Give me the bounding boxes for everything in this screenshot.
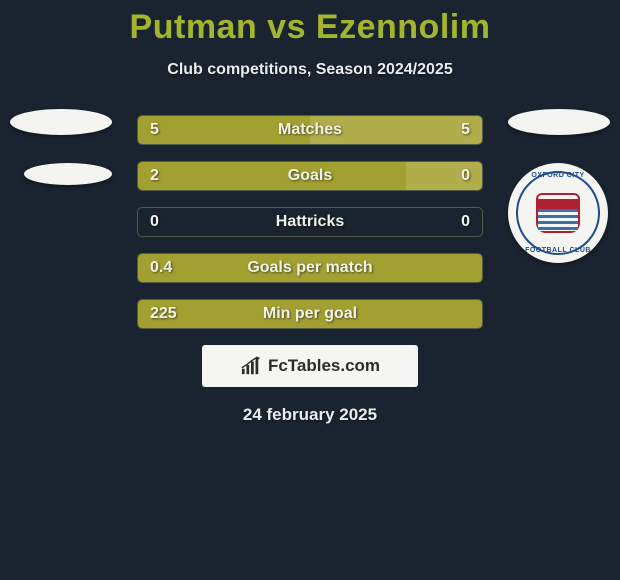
page-subtitle: Club competitions, Season 2024/2025: [0, 61, 620, 79]
club-shield-icon: [536, 193, 580, 233]
stat-value-right: 0: [461, 213, 470, 231]
branding-box: FcTables.com: [202, 345, 418, 387]
stat-value-left: 2: [150, 167, 159, 185]
stat-row: 5 5 Matches: [137, 115, 483, 145]
date-text: 24 february 2025: [0, 405, 620, 425]
player-left-badge-top: [10, 109, 112, 135]
stat-label: Goals: [288, 167, 332, 185]
stat-label: Hattricks: [276, 213, 344, 231]
stat-bar-left: [138, 162, 406, 190]
stat-value-left: 0.4: [150, 259, 172, 277]
stats-container: OXFORD CITY FOOTBALL CLUB 5 5 Matches 2 0 Goa…: [0, 115, 620, 425]
stat-label: Min per goal: [263, 305, 357, 323]
stat-value-right: 5: [461, 121, 470, 139]
stat-rows: 5 5 Matches 2 0 Goals 0 0 Hattricks 0.4 Goals per …: [137, 115, 483, 329]
stat-value-left: 225: [150, 305, 177, 323]
right-player-badges: OXFORD CITY FOOTBALL CLUB: [508, 109, 610, 263]
stat-value-left: 5: [150, 121, 159, 139]
stat-value-left: 0: [150, 213, 159, 231]
player-left-badge-bottom: [24, 163, 112, 185]
club-badge-right: OXFORD CITY FOOTBALL CLUB: [508, 163, 608, 263]
stat-row: 0 0 Hattricks: [137, 207, 483, 237]
stat-row: 225 Min per goal: [137, 299, 483, 329]
stat-label: Matches: [278, 121, 342, 139]
club-ring-text-bottom: FOOTBALL CLUB: [525, 247, 591, 254]
stat-row: 0.4 Goals per match: [137, 253, 483, 283]
stat-label: Goals per match: [247, 259, 372, 277]
left-player-badges: [10, 109, 112, 213]
stat-row: 2 0 Goals: [137, 161, 483, 191]
stat-value-right: 0: [461, 167, 470, 185]
club-ring-text-top: OXFORD CITY: [531, 172, 584, 179]
player-right-badge-top: [508, 109, 610, 135]
branding-text: FcTables.com: [268, 356, 380, 376]
chart-icon: [240, 356, 262, 376]
stat-bar-right: [406, 162, 482, 190]
club-badge-ring: OXFORD CITY FOOTBALL CLUB: [516, 171, 600, 255]
page-title: Putman vs Ezennolim: [0, 0, 620, 47]
